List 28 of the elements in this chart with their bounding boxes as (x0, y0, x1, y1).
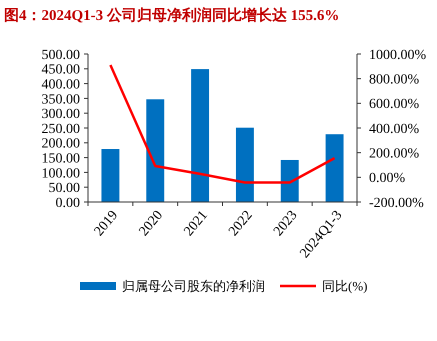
y-tick-label: 0.00 (56, 196, 80, 211)
y2-tick-label: 600.00% (369, 97, 420, 112)
bar (236, 128, 254, 202)
y2-tick-label: 1000.00% (369, 48, 426, 63)
y-tick-label: 100.00 (42, 166, 80, 182)
chart-title: 图4：2024Q1-3 公司归母净利润同比增长达 155.6% (4, 6, 340, 24)
bar (191, 69, 210, 202)
bar (101, 149, 120, 202)
y-tick-label: 150.00 (42, 152, 80, 166)
y-tick-label: 350.00 (42, 92, 80, 108)
legend-label: 同比(%) (322, 278, 368, 294)
y-tick-label: 450.00 (42, 62, 80, 78)
bar (280, 160, 299, 202)
y-tick-label: 500.00 (42, 48, 80, 63)
legend-label: 归属母公司股东的净利润 (122, 278, 265, 294)
y-tick-label: 400.00 (42, 78, 80, 92)
y-tick-label: 300.00 (42, 107, 80, 122)
y2-tick-label: 0.00% (369, 171, 406, 186)
y-tick-label: 250.00 (42, 122, 80, 137)
bar (146, 99, 164, 202)
y2-tick-label: -200.00% (369, 196, 424, 211)
y-tick-label: 50.00 (48, 181, 80, 196)
line-series (109, 64, 336, 184)
y-tick-label: 200.00 (42, 136, 80, 152)
bar (326, 134, 344, 202)
y2-tick-label: 200.00% (369, 146, 420, 162)
y2-tick-label: 800.00% (369, 72, 420, 88)
y2-tick-label: 400.00% (369, 122, 420, 137)
